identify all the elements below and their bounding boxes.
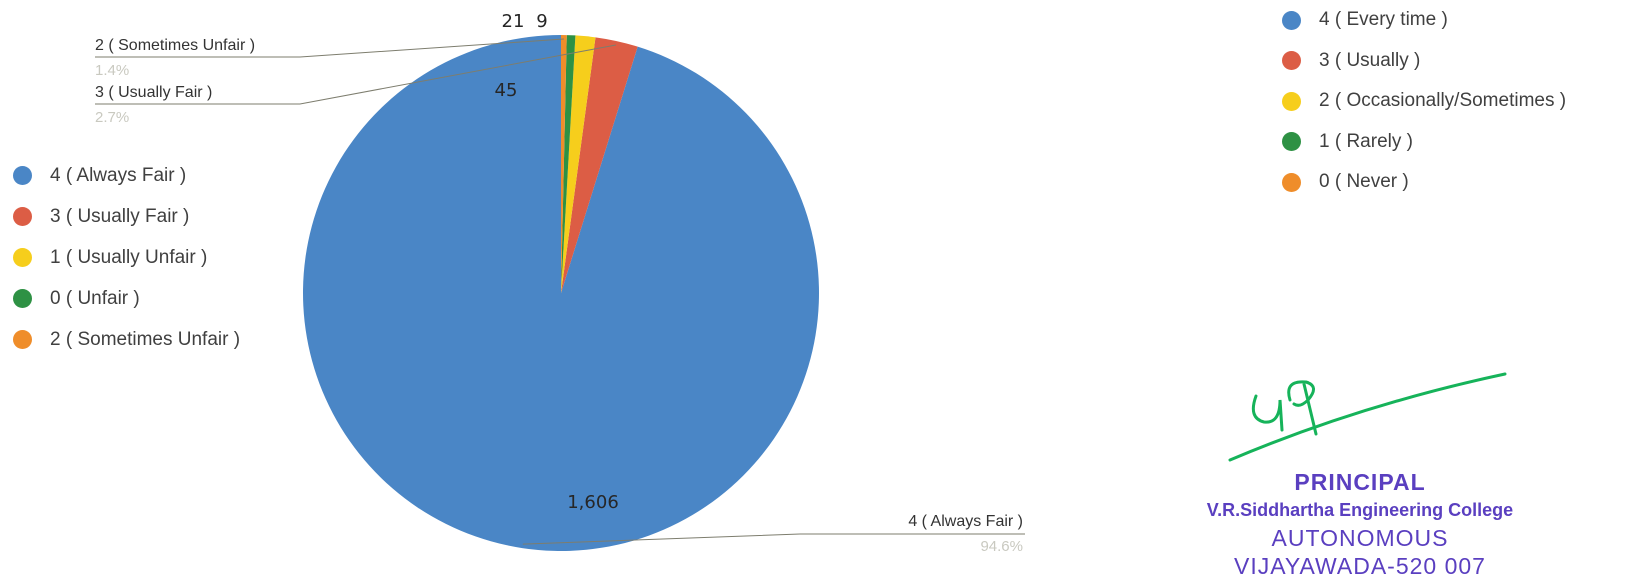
pie-legend-label: 4 ( Always Fair ): [50, 164, 187, 186]
pie-legend-label: 1 ( Usually Unfair ): [50, 246, 208, 268]
frequency-legend-label: 0 ( Never ): [1319, 171, 1409, 193]
pie-legend-swatch: [13, 248, 32, 267]
callout-percent: 1.4%: [95, 62, 129, 79]
frequency-legend-label: 3 ( Usually ): [1319, 49, 1421, 71]
frequency-legend-swatch: [1282, 132, 1301, 152]
frequency-legend-item: 1 ( Rarely ): [1282, 122, 1566, 163]
pie-legend-item: 2 ( Sometimes Unfair ): [13, 319, 240, 360]
frequency-legend-item: 3 ( Usually ): [1282, 41, 1566, 82]
pie-legend-item: 0 ( Unfair ): [13, 278, 240, 319]
callout-line: [95, 44, 616, 105]
pie-legend-swatch: [13, 330, 32, 349]
pie-slice: [561, 35, 596, 293]
callout-label: 3 ( Usually Fair ): [95, 84, 212, 101]
callout-label: 2 ( Sometimes Unfair ): [95, 37, 255, 54]
frequency-legend-item: 2 ( Occasionally/Sometimes ): [1282, 81, 1566, 122]
callout-percent: 94.6%: [980, 538, 1023, 555]
signature: [1228, 372, 1507, 462]
pie-legend-swatch: [13, 207, 32, 226]
pie-legend-swatch: [13, 289, 32, 308]
pie-slice: [561, 35, 576, 293]
stamp-city: VIJAYAWADA-520 007: [1234, 553, 1486, 579]
frequency-legend-label: 2 ( Occasionally/Sometimes ): [1319, 90, 1567, 112]
pie-legend-swatch: [13, 166, 32, 185]
pie-legend-item: 1 ( Usually Unfair ): [13, 237, 240, 278]
frequency-legend-label: 1 ( Rarely ): [1319, 130, 1413, 152]
principal-stamp: PRINCIPAL V.R.Siddhartha Engineering Col…: [1120, 468, 1600, 580]
pie-slice: [302, 35, 819, 551]
frequency-legend-label: 4 ( Every time ): [1319, 9, 1448, 31]
callout-line: [95, 38, 564, 58]
pie-legend-label: 3 ( Usually Fair ): [50, 205, 190, 227]
pie-legend-label: 2 ( Sometimes Unfair ): [50, 328, 241, 350]
frequency-legend-item: 0 ( Never ): [1282, 162, 1566, 203]
frequency-legend-swatch: [1282, 91, 1301, 111]
slice-value-label: 1,606: [567, 492, 619, 513]
pie-slice: [561, 37, 638, 293]
callout-line: [522, 533, 1025, 545]
stamp-title: PRINCIPAL: [1294, 469, 1426, 495]
slice-value-label: 21: [502, 11, 525, 32]
stamp-college: V.R.Siddhartha Engineering College: [1206, 500, 1514, 520]
frequency-legend-swatch: [1282, 10, 1301, 30]
pie-legend-item: 3 ( Usually Fair ): [13, 196, 240, 237]
frequency-legend: 4 ( Every time ) 3 ( Usually ) 2 ( Occasio…: [1282, 0, 1566, 203]
pie-legend: 4 ( Always Fair ) 3 ( Usually Fair ) 1 ( U…: [13, 155, 240, 360]
pie-legend-label: 0 ( Unfair ): [50, 287, 140, 309]
frequency-legend-swatch: [1282, 51, 1301, 71]
callout-label: 4 ( Always Fair ): [908, 513, 1023, 530]
frequency-legend-swatch: [1282, 172, 1301, 192]
stamp-autonomous: AUTONOMOUS: [1271, 525, 1449, 551]
slice-value-label: 45: [495, 80, 518, 101]
pie-legend-item: 4 ( Always Fair ): [13, 155, 240, 196]
frequency-legend-item: 4 ( Every time ): [1282, 0, 1566, 41]
callout-percent: 2.7%: [95, 109, 129, 126]
pie-slice: [561, 35, 567, 293]
slice-value-label: 9: [536, 11, 547, 32]
